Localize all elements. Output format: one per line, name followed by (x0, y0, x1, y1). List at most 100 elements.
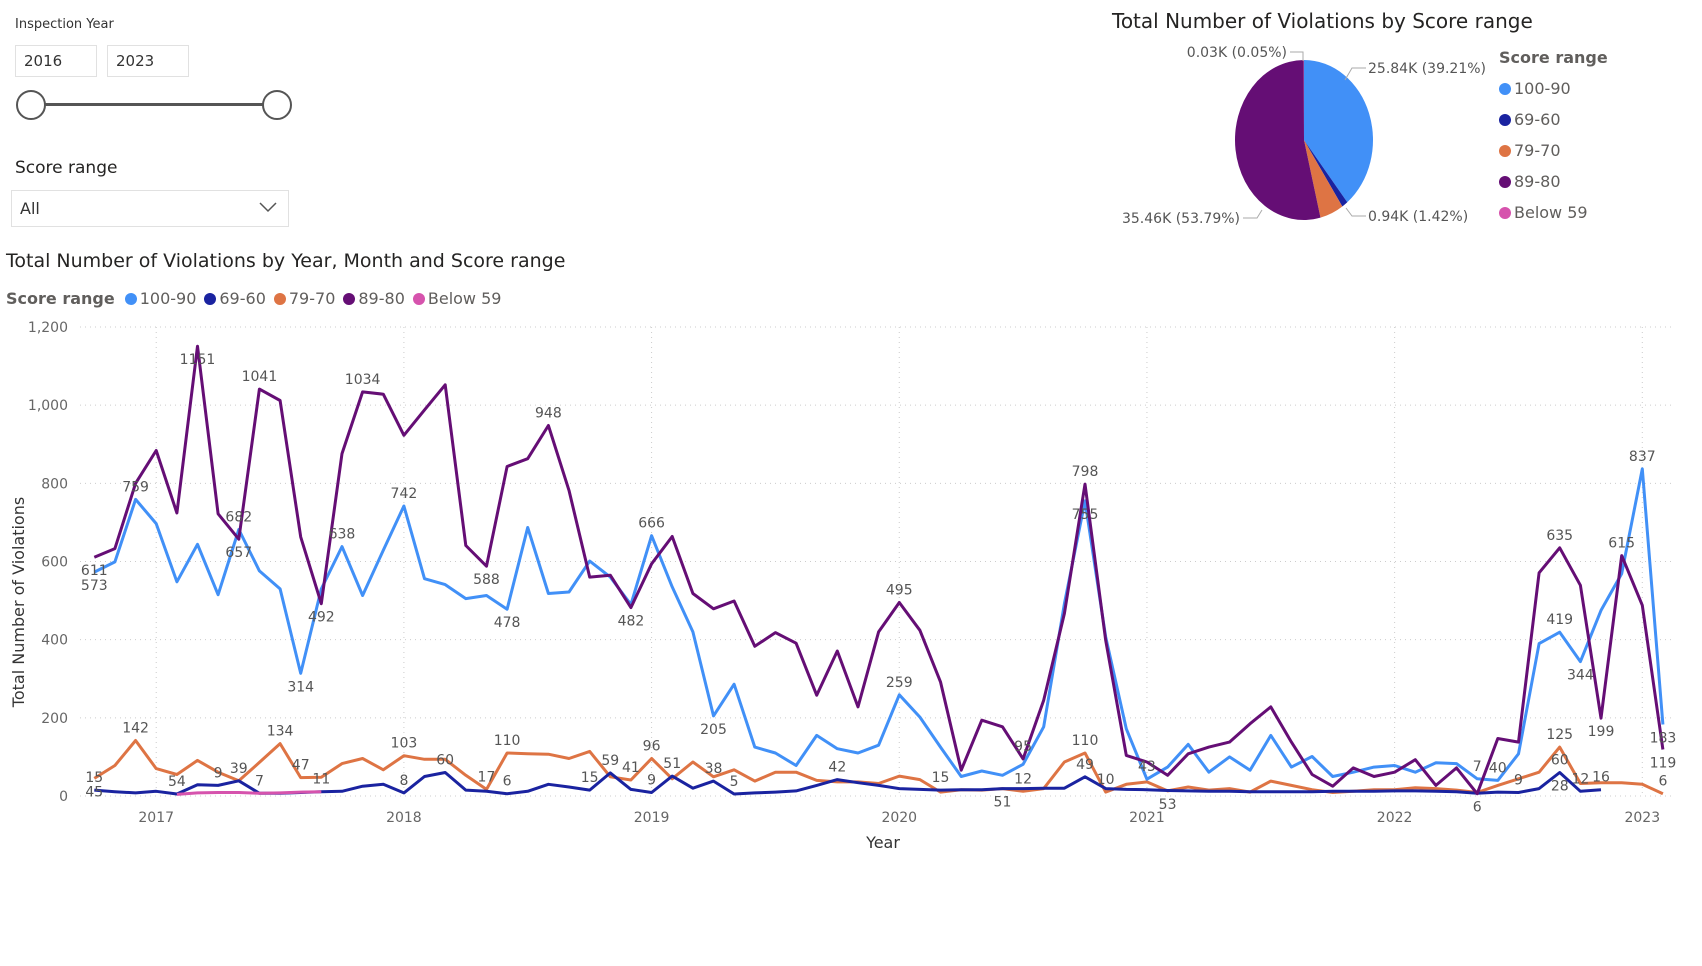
x-tick-label: 2022 (1377, 810, 1413, 826)
end-year-input[interactable]: 2023 (107, 45, 189, 77)
pie-legend-item-79-70[interactable]: 79-70 (1499, 141, 1600, 160)
data-label: 110 (494, 733, 521, 749)
pie-data-label: 25.84K (39.21%) (1368, 61, 1486, 77)
legend-label: 89-80 (1514, 172, 1561, 191)
pie-legend-item-89-80[interactable]: 89-80 (1499, 172, 1600, 191)
series-line-below-59[interactable] (176, 790, 322, 796)
x-axis-title: Year (865, 833, 900, 852)
inspection-year-label: Inspection Year (15, 17, 114, 32)
data-label: 742 (391, 486, 418, 502)
data-label: 492 (308, 610, 335, 626)
pie-leader-line (1345, 207, 1366, 217)
data-label: 28 (1551, 779, 1569, 795)
data-label: 948 (535, 405, 562, 421)
legend-title: Score range (6, 289, 115, 308)
data-label: 588 (473, 572, 500, 588)
legend-dot-icon (1499, 144, 1511, 157)
pie-legend-title: Score range (1499, 48, 1608, 67)
legend-label: 69-60 (219, 289, 266, 308)
data-label: 638 (329, 527, 356, 543)
series-line-69-60[interactable] (94, 771, 1602, 796)
pie-leader-line (1290, 51, 1304, 61)
pie-slice-89-80[interactable] (1235, 60, 1321, 221)
data-label: 51 (663, 756, 681, 772)
line-chart-legend: Score range 100-90 69-60 79-70 89-80 Below 5… (6, 289, 509, 308)
legend-dot-icon (412, 292, 425, 305)
data-label: 11 (312, 772, 330, 788)
pie-slice-100-90[interactable] (1304, 60, 1373, 203)
legend-item-89-80[interactable]: 89-80 (343, 289, 405, 308)
data-label: 95 (1014, 739, 1032, 755)
legend-label: 69-60 (1514, 110, 1561, 129)
data-label: 419 (1546, 612, 1573, 628)
pie-leader-line (1243, 209, 1263, 219)
series-line-89-80[interactable] (93, 344, 1665, 796)
start-year-input[interactable]: 2016 (15, 45, 97, 77)
data-label: 119 (1650, 755, 1677, 771)
score-range-dropdown[interactable]: All (11, 190, 289, 227)
x-tick-label: 2019 (634, 810, 670, 826)
pie-legend-item-below-59[interactable]: Below 59 (1499, 203, 1600, 222)
year-slider-start-handle[interactable] (16, 90, 46, 120)
data-label: 666 (638, 516, 665, 532)
year-slider-track[interactable] (45, 103, 263, 106)
legend-label: 79-70 (1514, 141, 1561, 160)
pie-data-label: 0.03K (0.05%) (1187, 45, 1287, 61)
data-label: 1041 (242, 369, 278, 385)
series-line-79-70[interactable] (93, 739, 1664, 796)
legend-label: Below 59 (427, 289, 502, 308)
data-label: 344 (1567, 668, 1594, 684)
legend-dot-icon (204, 292, 217, 305)
data-label: 142 (122, 721, 149, 737)
data-label: 134 (267, 724, 294, 740)
score-range-filter-label: Score range (15, 158, 118, 178)
data-label: 8 (399, 773, 408, 789)
legend-item-79-70[interactable]: 79-70 (273, 289, 335, 308)
data-label: 15 (85, 770, 103, 786)
y-tick-label: 1,200 (28, 320, 68, 336)
data-label: 7 (1473, 759, 1482, 775)
y-tick-label: 800 (41, 476, 68, 492)
pie-chart-legend: Score range 100-90 69-60 79-70 89-80 Below 5… (1499, 48, 1608, 234)
data-label: 49 (1076, 757, 1094, 773)
x-tick-label: 2023 (1624, 810, 1660, 826)
pie-legend-item-100-90[interactable]: 100-90 (1499, 79, 1600, 98)
data-label: 42 (828, 760, 846, 776)
data-label: 12 (1014, 771, 1032, 787)
legend-item-below-59[interactable]: Below 59 (412, 289, 502, 308)
data-label: 573 (81, 578, 108, 594)
data-label: 615 (1608, 536, 1635, 552)
line-chart-title: Total Number of Violations by Year, Mont… (6, 250, 566, 272)
pie-legend-item-69-60[interactable]: 69-60 (1499, 110, 1600, 129)
data-label: 12 (1571, 771, 1589, 787)
data-label: 635 (1546, 528, 1573, 544)
legend-dot-icon (1499, 82, 1511, 95)
legend-label: 89-80 (358, 289, 405, 308)
data-label: 657 (225, 545, 252, 561)
legend-dot-icon (1499, 113, 1511, 126)
data-label: 17 (478, 769, 496, 785)
data-label: 6 (503, 774, 512, 790)
data-label: 9 (647, 772, 656, 788)
data-label: 51 (994, 795, 1012, 811)
legend-item-69-60[interactable]: 69-60 (204, 289, 266, 308)
x-tick-label: 2020 (881, 810, 917, 826)
data-label: 45 (85, 784, 103, 800)
legend-dot-icon (343, 292, 356, 305)
data-label: 15 (932, 770, 950, 786)
pie-slice-69-60[interactable] (1304, 140, 1348, 207)
y-tick-label: 600 (41, 555, 68, 571)
data-label: 759 (122, 479, 149, 495)
pie-chart-title: Total Number of Violations by Score rang… (1112, 9, 1533, 33)
legend-item-100-90[interactable]: 100-90 (124, 289, 196, 308)
data-label: 60 (1551, 753, 1569, 769)
chevron-down-icon (259, 202, 277, 213)
data-label: 9 (214, 765, 223, 781)
pie-leader-line (1344, 67, 1366, 81)
pie-slice-79-70[interactable] (1304, 140, 1343, 218)
x-tick-label: 2018 (386, 810, 422, 826)
data-label: 611 (81, 563, 108, 579)
y-axis-title: Total Number of Violations (9, 497, 28, 708)
year-slider-end-handle[interactable] (262, 90, 292, 120)
data-label: 54 (168, 774, 186, 790)
